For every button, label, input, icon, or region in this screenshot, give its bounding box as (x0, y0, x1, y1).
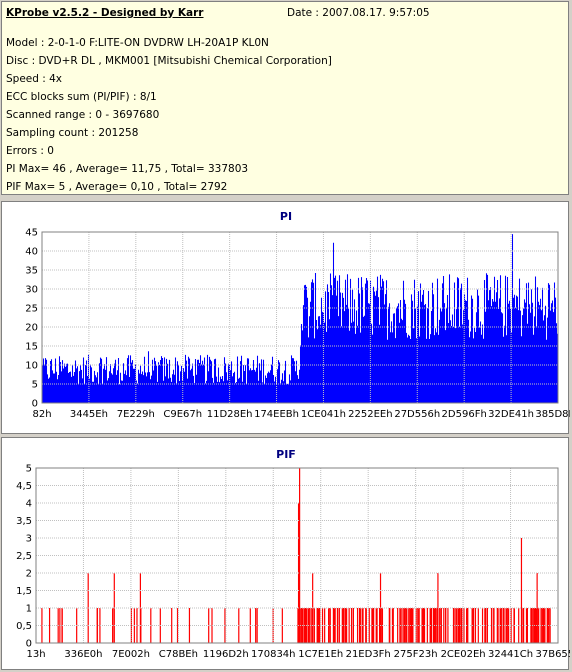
x-tick-label: 37B655h (535, 649, 570, 660)
app-title: KProbe v2.5.2 - Designed by Karr (6, 7, 204, 19)
y-tick-label: 3 (26, 534, 32, 545)
y-tick-label: 25 (25, 304, 38, 315)
scan-date: Date : 2007.08.17. 9:57:05 (287, 7, 430, 19)
info-sampling: Sampling count : 201258 (6, 127, 139, 139)
x-tick-label: 385D8Fh (535, 409, 570, 420)
x-tick-label: 1CE041h (301, 409, 346, 420)
y-tick-label: 20 (25, 323, 38, 334)
x-tick-label: C9E67h (163, 409, 202, 420)
info-disc: Disc : DVD+R DL , MKM001 [Mitsubishi Che… (6, 55, 332, 67)
x-tick-label: 21ED3Fh (346, 649, 391, 660)
y-tick-label: 5 (26, 464, 32, 475)
info-ecc: ECC blocks sum (PI/PIF) : 8/1 (6, 91, 157, 103)
x-tick-label: 174EEBh (254, 409, 299, 420)
x-tick-label: 336E0h (64, 649, 102, 660)
y-tick-label: 2,5 (16, 551, 32, 562)
x-tick-label: 2D596Fh (442, 409, 487, 420)
plot-frame (41, 231, 559, 404)
x-tick-label: 3445Eh (70, 409, 108, 420)
y-tick-label: 0 (26, 639, 32, 650)
y-tick-label: 30 (25, 285, 38, 296)
y-tick-label: 0 (32, 399, 38, 410)
y-tick-label: 2 (26, 569, 32, 580)
x-tick-label: 275F23h (394, 649, 438, 660)
x-tick-label: 32441Ch (488, 649, 533, 660)
y-tick-label: 0,5 (16, 621, 32, 632)
info-pi-stats: PI Max= 46 , Average= 11,75 , Total= 337… (6, 163, 249, 175)
y-tick-label: 4,5 (16, 481, 32, 492)
x-tick-label: 27D556h (394, 409, 440, 420)
x-tick-label: 32DE41h (488, 409, 534, 420)
info-range: Scanned range : 0 - 3697680 (6, 109, 160, 121)
pi-chart-title: PI (280, 210, 292, 223)
x-tick-label: 82h (32, 409, 51, 420)
y-tick-label: 40 (25, 247, 38, 258)
pif-chart-title: PIF (276, 448, 296, 461)
x-tick-label: 170834h (251, 649, 296, 660)
y-tick-label: 15 (25, 342, 38, 353)
pi-chart: PI 0 5 10 15 20 25 30 35 40 45 82h 3445Eh 7E229h C9E6… (25, 210, 570, 420)
x-tick-label: 1C7E1Eh (298, 649, 343, 660)
x-tick-label: C78BEh (159, 649, 198, 660)
x-tick-label: 7E002h (112, 649, 150, 660)
info-pif-stats: PIF Max= 5 , Average= 0,10 , Total= 2792 (6, 181, 228, 193)
x-tick-label: 2CE02Eh (441, 649, 486, 660)
y-tick-label: 45 (25, 228, 38, 239)
y-tick-label: 1 (26, 604, 32, 615)
pi-series (41, 234, 559, 403)
info-speed: Speed : 4x (6, 73, 63, 85)
info-panel: KProbe v2.5.2 - Designed by Karr Date : … (1, 1, 569, 195)
x-tick-label: 7E229h (117, 409, 155, 420)
plot-frame (35, 467, 559, 644)
y-tick-label: 3,5 (16, 516, 32, 527)
pif-chart: PIF 0 0,5 1 1,5 2 2,5 3 3,5 4 4,5 5 13h 336E0h 7E002h… (16, 448, 570, 660)
info-model: Model : 2-0-1-0 F:LITE-ON DVDRW LH-20A1P… (6, 37, 269, 49)
pi-chart-panel: PI 0 5 10 15 20 25 30 35 40 45 82h 3445Eh 7E229h C9E6… (1, 201, 570, 434)
y-tick-label: 5 (32, 380, 38, 391)
y-tick-label: 4 (26, 499, 32, 510)
y-tick-label: 35 (25, 266, 38, 277)
info-errors: Errors : 0 (6, 145, 54, 157)
pif-chart-panel: PIF 0 0,5 1 1,5 2 2,5 3 3,5 4 4,5 5 13h 336E0h 7E002h… (1, 437, 570, 670)
x-tick-label: 1196D2h (203, 649, 249, 660)
x-tick-label: 11D28Eh (207, 409, 253, 420)
x-tick-label: 13h (26, 649, 45, 660)
x-tick-label: 2252EEh (348, 409, 392, 420)
pi-bars (41, 234, 559, 403)
y-tick-label: 10 (25, 361, 38, 372)
y-tick-label: 1,5 (16, 586, 32, 597)
